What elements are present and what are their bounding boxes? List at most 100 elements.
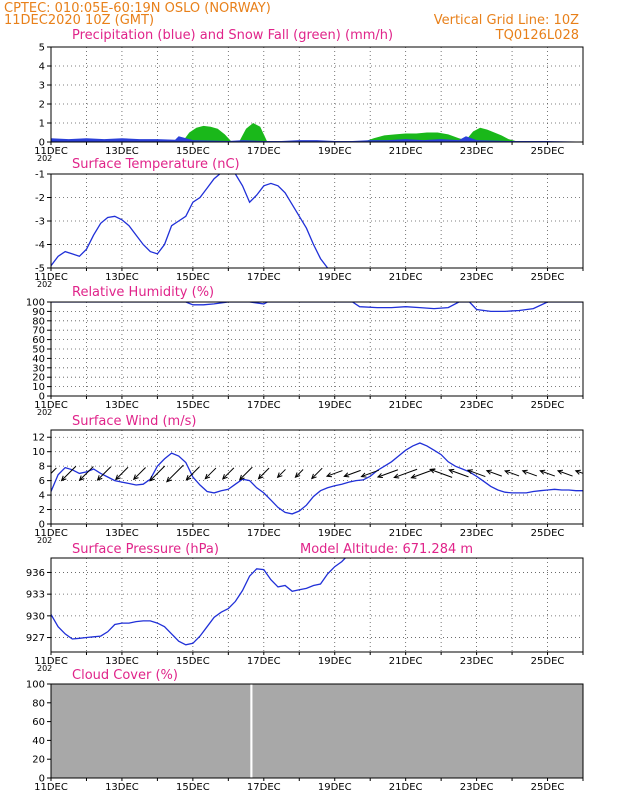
precip-xtick-label: 15DEC xyxy=(176,146,210,157)
wind-arrow-head xyxy=(257,473,264,480)
precip-ytick-label: 5 xyxy=(39,43,45,54)
wind-xtick-label: 17DEC xyxy=(247,528,281,539)
temperature-ytick-label: -5 xyxy=(35,264,45,275)
wind-arrow-head xyxy=(204,473,211,480)
wind-arrow xyxy=(115,466,129,480)
wind-ytick-label: 8 xyxy=(39,462,45,473)
wind-arrow xyxy=(133,467,146,480)
cloud-xtick-label: 11DEC xyxy=(34,782,68,793)
header-grid-note: Vertical Grid Line: 10Z xyxy=(434,13,579,28)
pressure-year-label: 202 xyxy=(37,664,52,673)
precip-xtick-label: 11DEC xyxy=(34,146,68,157)
temperature-ytick-label: -4 xyxy=(35,240,45,251)
cloud-cover-gap xyxy=(250,684,253,778)
pressure-xtick-label: 11DEC xyxy=(34,656,68,667)
wind-arrow xyxy=(522,470,538,477)
humidity-xtick-label: 13DEC xyxy=(105,400,139,411)
cloud-ytick-label: 80 xyxy=(32,698,45,709)
humidity-xtick-label: 11DEC xyxy=(34,400,68,411)
wind-arrow-head xyxy=(503,469,511,475)
cloud-xtick-label: 19DEC xyxy=(318,782,352,793)
wind-arrow xyxy=(295,469,304,478)
wind-arrow xyxy=(166,464,184,482)
temperature-plot-area xyxy=(51,174,583,268)
pressure-series-line xyxy=(51,558,347,646)
precip-xtick-label: 21DEC xyxy=(389,146,423,157)
wind-arrow xyxy=(311,467,323,479)
wind-xtick-label: 21DEC xyxy=(389,528,423,539)
cloud-xtick-label: 25DEC xyxy=(531,782,565,793)
humidity-ytick-label: 10 xyxy=(32,382,45,393)
wind-title: Surface Wind (m/s) xyxy=(72,414,196,429)
wind-arrow xyxy=(361,469,380,478)
wind-arrow xyxy=(394,468,418,479)
wind-arrow-head xyxy=(376,473,383,479)
precip-ytick-label: 1 xyxy=(39,119,45,130)
precip-ytick-label: 2 xyxy=(39,100,45,111)
humidity-xtick-label: 25DEC xyxy=(531,400,565,411)
temperature-ytick-label: -2 xyxy=(35,193,45,204)
wind-arrow-head xyxy=(166,476,172,483)
wind-xtick-label: 25DEC xyxy=(531,528,565,539)
wind-arrow-head xyxy=(221,474,228,480)
wind-arrow xyxy=(204,467,217,480)
temperature-ytick-label: -3 xyxy=(35,217,45,228)
wind-frame xyxy=(50,429,584,525)
wind-arrow-head xyxy=(294,472,301,479)
wind-arrow-head xyxy=(149,475,155,482)
precip-xtick-label: 25DEC xyxy=(531,146,565,157)
wind-arrow-head xyxy=(410,473,417,479)
wind-arrow-head xyxy=(78,475,85,482)
wind-arrow xyxy=(486,470,502,477)
wind-ytick-label: 0 xyxy=(39,520,45,531)
wind-arrow xyxy=(186,466,200,481)
cloud-ytick-label: 0 xyxy=(39,774,45,785)
header-code: TQ0126L028 xyxy=(495,28,579,43)
wind-series-line xyxy=(51,442,583,515)
wind-ytick-label: 10 xyxy=(32,447,45,458)
cloud-xtick-label: 17DEC xyxy=(247,782,281,793)
precip-ytick-label: 0 xyxy=(39,138,45,149)
pressure-xtick-label: 17DEC xyxy=(247,656,281,667)
temperature-year-label: 202 xyxy=(37,280,52,289)
wind-arrow-head xyxy=(185,475,192,481)
cloud-cover-area xyxy=(51,684,583,778)
humidity-ytick-label: 100 xyxy=(26,298,45,309)
snowfall-area xyxy=(182,123,583,142)
temperature-xtick-label: 13DEC xyxy=(105,272,139,283)
cloud-xtick-label: 23DEC xyxy=(460,782,494,793)
pressure-ytick-label: 930 xyxy=(26,611,45,622)
cloud-frame xyxy=(50,683,584,779)
wind-arrow-head xyxy=(276,472,283,479)
wind-arrow xyxy=(326,470,343,477)
pressure-frame xyxy=(50,557,584,653)
wind-arrow-head xyxy=(521,469,528,475)
humidity-xtick-label: 17DEC xyxy=(247,400,281,411)
pressure-xtick-label: 21DEC xyxy=(389,656,423,667)
wind-arrow xyxy=(258,467,270,479)
precip-ytick-label: 3 xyxy=(39,81,45,92)
humidity-ytick-label: 80 xyxy=(32,316,45,327)
cloud-ytick-label: 60 xyxy=(32,717,45,728)
wind-arrow xyxy=(377,469,399,478)
humidity-ytick-label: 50 xyxy=(32,345,45,356)
pressure-ytick-label: 936 xyxy=(26,568,45,579)
wind-ytick-label: 12 xyxy=(32,433,45,444)
wind-arrow-head xyxy=(466,469,473,475)
wind-arrow-head xyxy=(485,469,492,475)
humidity-title: Relative Humidity (%) xyxy=(72,285,214,300)
pressure-xtick-label: 23DEC xyxy=(460,656,494,667)
wind-arrow-head xyxy=(574,469,581,475)
temperature-xtick-label: 23DEC xyxy=(460,272,494,283)
wind-arrow xyxy=(61,465,77,481)
temperature-xtick-label: 19DEC xyxy=(318,272,352,283)
humidity-ytick-label: 70 xyxy=(32,326,45,337)
precip-plot-area xyxy=(51,47,583,142)
cloud-ytick-label: 100 xyxy=(26,680,45,691)
humidity-ytick-label: 30 xyxy=(32,363,45,374)
wind-plot-area xyxy=(51,430,583,524)
pressure-xtick-label: 25DEC xyxy=(531,656,565,667)
wind-arrow xyxy=(540,470,555,477)
humidity-year-label: 202 xyxy=(37,408,52,417)
